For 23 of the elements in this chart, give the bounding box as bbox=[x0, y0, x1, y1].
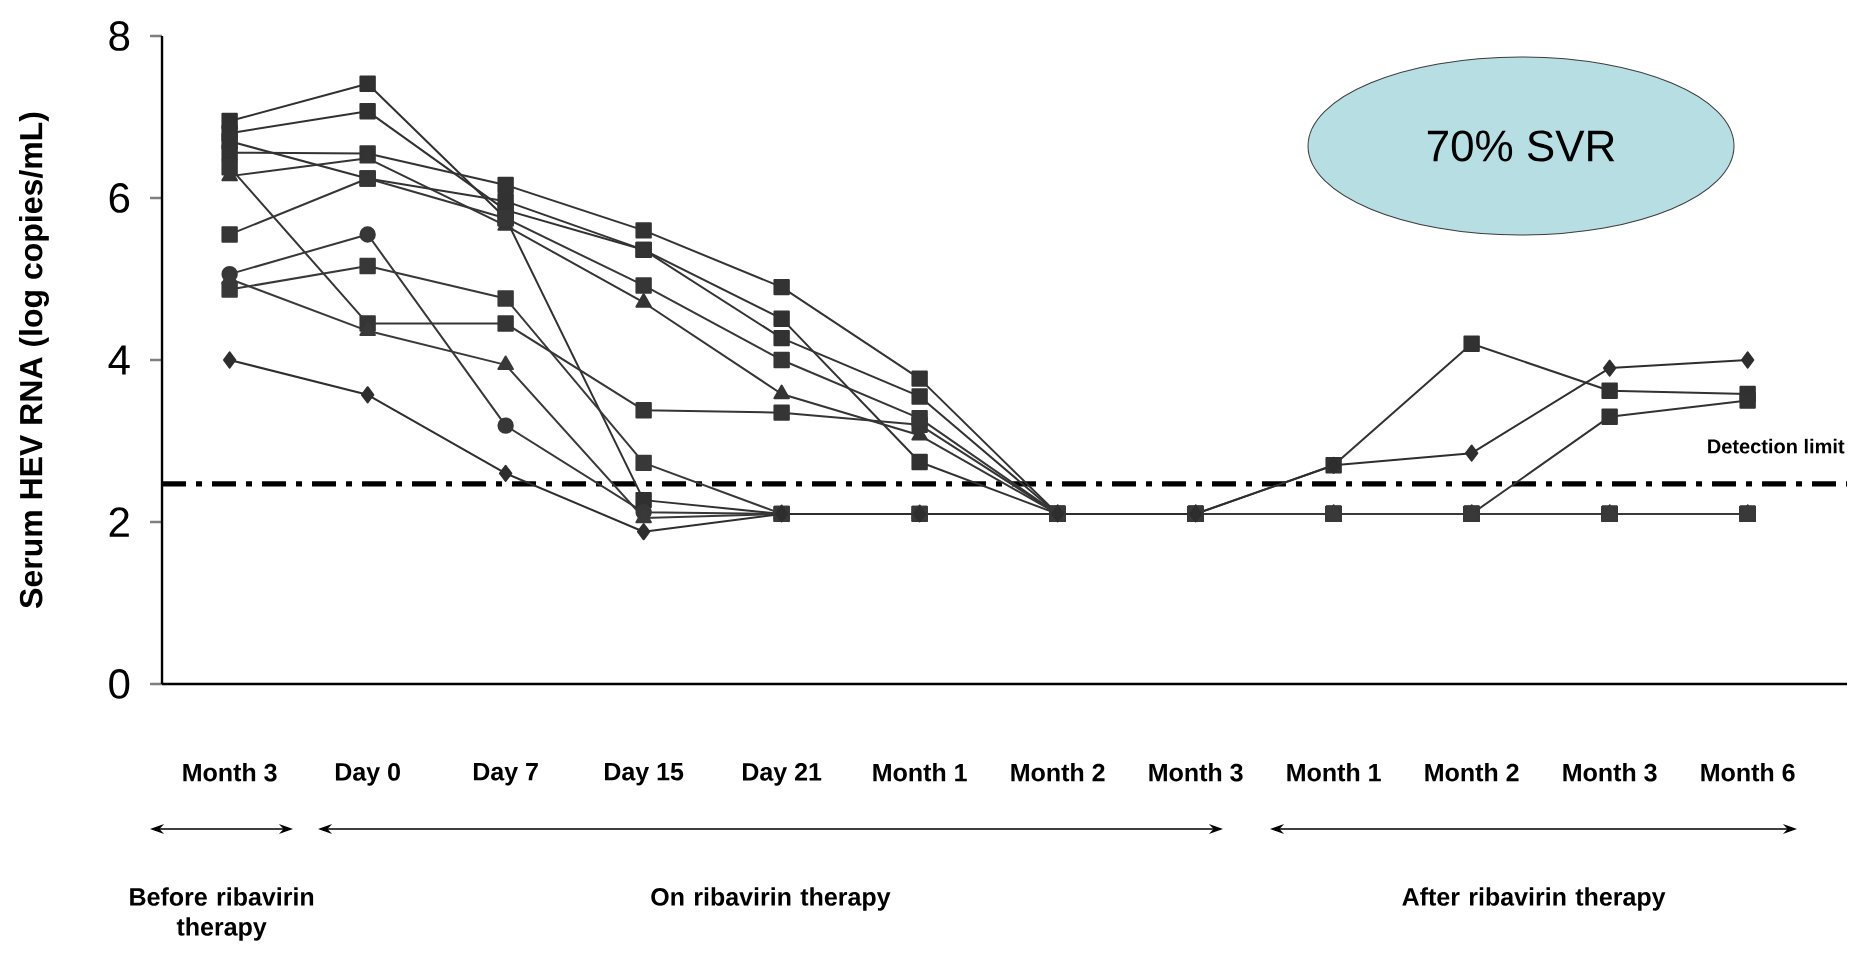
x-tick-label: Month 3 bbox=[183, 763, 277, 782]
x-tick-label: Month 6 bbox=[1701, 763, 1795, 782]
y-tick-label: 2 bbox=[109, 507, 129, 537]
x-tick-label: Day 7 bbox=[473, 763, 538, 786]
y-tick-label: 4 bbox=[108, 345, 130, 375]
text: On ribavirin therapy bbox=[651, 887, 891, 911]
x-tick-label: Day 21 bbox=[743, 763, 822, 786]
y-tick-label: 6 bbox=[109, 183, 130, 213]
x-tick-label: Month 1 bbox=[873, 763, 967, 782]
x-tick-label: Day 0 bbox=[335, 763, 400, 786]
x-tick-label: Month 2 bbox=[1011, 763, 1105, 782]
text: After ribavirin therapy bbox=[1402, 887, 1666, 911]
text: Before ribavirin therapy bbox=[130, 887, 314, 941]
y-tick-label: 8 bbox=[109, 21, 130, 51]
x-tick-label: Month 2 bbox=[1425, 763, 1519, 782]
x-tick-label: Month 3 bbox=[1149, 763, 1243, 782]
y-axis-title: Serum HEV RNA (log copies/mL) bbox=[18, 112, 49, 608]
x-tick-label: Month 3 bbox=[1563, 763, 1657, 782]
x-tick-label: Month 1 bbox=[1287, 763, 1381, 782]
ref-line-label: Detection limit bbox=[1708, 438, 1845, 454]
x-tick-label: Day 15 bbox=[605, 763, 684, 786]
annotation: 70% SVR bbox=[1427, 130, 1615, 162]
y-tick-label: 0 bbox=[109, 669, 130, 699]
